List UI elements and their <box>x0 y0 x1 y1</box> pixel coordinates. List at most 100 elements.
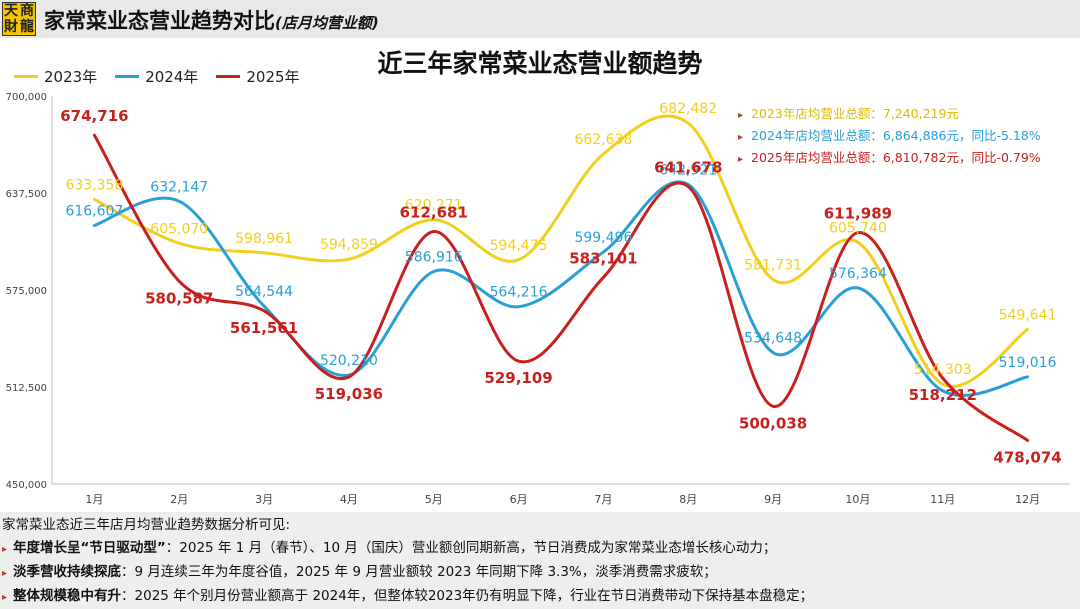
bullet-icon: ▸ <box>2 592 8 603</box>
x-tick-label: 6月 <box>510 493 528 506</box>
data-label: 605,740 <box>829 220 887 236</box>
chart-title: 近三年家常菜业态营业额趋势 <box>377 49 703 78</box>
page-title-main: 家常菜业态营业趋势对比 <box>44 9 275 33</box>
line-chart: 450,000 512,500 575,000 637,500 700,000 1月 2月 3… <box>6 92 1070 506</box>
data-label: 564,216 <box>490 285 548 301</box>
data-label: 599,496 <box>574 230 632 246</box>
data-label: 612,681 <box>400 204 468 222</box>
data-label: 662,638 <box>574 132 632 148</box>
note-head: 整体规模稳中有升 <box>13 588 122 604</box>
legend-item-2025: 2025年 <box>216 66 300 87</box>
data-label: 478,074 <box>993 448 1061 466</box>
data-label: 620,271 <box>405 198 463 214</box>
note-body: ：9 月连续三年为年度谷值，2025 年 9 月营业额较 2023 年同期下降 … <box>121 564 717 580</box>
legend-swatch <box>115 75 140 78</box>
y-tick-label: 512,500 <box>6 383 47 394</box>
x-tick-label: 8月 <box>679 493 697 506</box>
note-item: ▸ 淡季营收持续探底：9 月连续三年为年度谷值，2025 年 9 月营业额较 20… <box>0 561 1080 585</box>
data-label: 611,989 <box>824 205 892 223</box>
x-tick-label: 11月 <box>930 493 955 506</box>
data-label: 583,101 <box>569 249 637 267</box>
legend-label: 2025年 <box>246 68 300 86</box>
legend-swatch <box>216 75 241 78</box>
chart-panel: 450,000 512,500 575,000 637,500 700,000 1月 2月 3… <box>0 38 1080 512</box>
data-label: 586,916 <box>405 250 463 266</box>
legend-label: 2023年 <box>44 68 98 86</box>
data-label: 682,482 <box>659 101 717 117</box>
data-label: 520,210 <box>320 353 378 369</box>
data-label: 514,303 <box>914 362 972 378</box>
data-label: 549,641 <box>999 307 1057 323</box>
data-label: 641,678 <box>654 159 722 177</box>
data-label: 580,587 <box>145 289 213 307</box>
data-label: 581,731 <box>744 258 802 274</box>
header-bar: 天 商 財 龍 家常菜业态营业趋势对比(店月均营业额) <box>0 0 1080 38</box>
data-label: 561,561 <box>230 319 298 337</box>
y-tick-label: 450,000 <box>6 480 47 491</box>
y-tick-label: 700,000 <box>6 92 47 103</box>
bullet-icon: ▸ <box>738 110 744 121</box>
legend-swatch <box>14 75 38 78</box>
x-tick-label: 9月 <box>764 493 782 506</box>
note-body: ：2025 年 1 月（春节）、10 月（国庆）营业额创同期新高，节日消费成为家… <box>165 540 777 556</box>
bullet-icon: ▸ <box>738 154 744 165</box>
series-line-2024年 <box>92 180 1030 397</box>
chart-legend: 2023年 2024年 2025年 <box>14 66 300 87</box>
data-label: 534,648 <box>744 331 802 347</box>
y-tick-label: 575,000 <box>6 286 47 297</box>
annotation-text: 2025年店均营业总额：6,810,782元，同比-0.79% <box>751 150 1041 165</box>
data-label: 616,607 <box>65 203 123 219</box>
series-line-2025年 <box>92 133 1030 442</box>
bullet-icon: ▸ <box>2 544 8 555</box>
data-label: 605,070 <box>150 221 208 237</box>
logo-char: 龍 <box>20 19 34 35</box>
note-head: 淡季营收持续探底 <box>13 564 122 580</box>
data-label: 642,921 <box>659 163 717 179</box>
data-label: 594,859 <box>320 237 378 253</box>
annotation-text: 2024年店均营业总额：6,864,886元，同比-5.18% <box>751 128 1041 143</box>
note-item: ▸ 年度增长呈“节日驱动型”：2025 年 1 月（春节）、10 月（国庆）营业额… <box>0 537 1080 561</box>
x-tick-label: 7月 <box>594 493 612 506</box>
bullet-icon: ▸ <box>738 132 744 143</box>
annotation-2023: ▸ 2023年店均营业总额：7,240,219元 <box>738 104 1041 126</box>
legend-label: 2024年 <box>145 68 199 86</box>
x-tick-label: 2月 <box>170 493 188 506</box>
data-label: 519,036 <box>315 385 383 403</box>
x-tick-label: 12月 <box>1015 493 1040 506</box>
data-label: 598,961 <box>235 231 293 247</box>
summary-annotations: ▸ 2023年店均营业总额：7,240,219元 ▸ 2024年店均营业总额：6,8… <box>738 104 1041 170</box>
logo-char: 天 <box>4 3 18 19</box>
page-title: 家常菜业态营业趋势对比(店月均营业额) <box>44 5 379 35</box>
data-label: 632,147 <box>150 179 208 195</box>
logo-char: 財 <box>4 19 18 35</box>
data-label: 500,038 <box>739 414 807 432</box>
x-tick-label: 1月 <box>85 493 103 506</box>
annotation-text: 2023年店均营业总额：7,240,219元 <box>751 106 959 121</box>
x-tick-label: 5月 <box>425 493 443 506</box>
brand-logo: 天 商 財 龍 <box>2 2 36 36</box>
legend-item-2024: 2024年 <box>115 66 198 87</box>
page-subtitle: (店月均营业额) <box>275 14 379 32</box>
note-head: 年度增长呈“节日驱动型” <box>13 540 166 556</box>
data-label: 529,109 <box>484 369 552 387</box>
analysis-notes: 家常菜业态近三年店月均营业趋势数据分析可见: ▸ 年度增长呈“节日驱动型”：202… <box>0 514 1080 608</box>
x-tick-label: 10月 <box>845 493 870 506</box>
y-tick-label: 637,500 <box>6 189 47 200</box>
data-label: 518,212 <box>909 386 977 404</box>
series-line-2023年 <box>92 114 1030 388</box>
note-item: ▸ 整体规模稳中有升：2025 年个别月份营业额高于 2024年，但整体较2023… <box>0 585 1080 609</box>
annotation-2024: ▸ 2024年店均营业总额：6,864,886元，同比-5.18% <box>738 126 1041 148</box>
data-label: 519,016 <box>999 355 1057 371</box>
logo-char: 商 <box>20 3 34 19</box>
data-label: 674,716 <box>60 107 128 125</box>
notes-intro: 家常菜业态近三年店月均营业趋势数据分析可见: <box>2 517 291 533</box>
bullet-icon: ▸ <box>2 568 8 579</box>
legend-item-2023: 2023年 <box>14 66 97 87</box>
annotation-2025: ▸ 2025年店均营业总额：6,810,782元，同比-0.79% <box>738 148 1041 170</box>
note-body: ：2025 年个别月份营业额高于 2024年，但整体较2023年仍有明显下降，行… <box>121 588 814 604</box>
x-tick-label: 3月 <box>255 493 273 506</box>
data-label: 633,358 <box>65 177 123 193</box>
x-tick-label: 4月 <box>340 493 358 506</box>
data-label: 564,544 <box>235 284 293 300</box>
data-label: 594,475 <box>490 238 548 254</box>
